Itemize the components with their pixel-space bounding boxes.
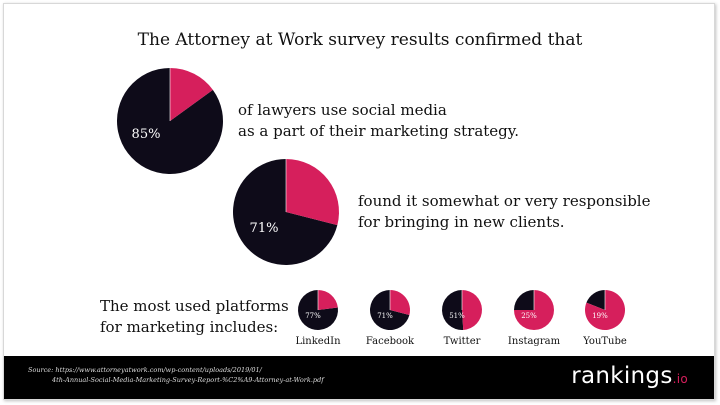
pie-71: 71%	[232, 159, 339, 265]
rankings-logo: rankings.io	[571, 363, 688, 389]
source-citation: Source: https://www.attorneyatwork.com/w…	[28, 365, 488, 385]
pie-twitter-percent-label: 51%	[449, 312, 465, 320]
pie-youtube-main-slice	[586, 290, 605, 310]
pie-facebook-name-label: Facebook	[366, 336, 415, 347]
platforms-heading-line2: for marketing includes:	[100, 318, 279, 336]
pie-youtube-name-label: YouTube	[582, 336, 627, 347]
pie-instagram-main-slice	[514, 290, 534, 310]
stat-71-line2: for bringing in new clients.	[358, 213, 565, 231]
platforms-heading-line1: The most used platforms	[100, 297, 289, 315]
pie-85-accent-slice	[170, 68, 213, 121]
slide-title: The Attorney at Work survey results conf…	[137, 30, 583, 50]
stat-85-text: of lawyers use social media as a part of…	[238, 100, 519, 142]
pie-twitter-main-slice	[442, 290, 464, 331]
stat-71-line1: found it somewhat or very responsible	[358, 192, 651, 210]
pie-charts: 85% 71% 77% LinkedIn 71% Facebook 51% Twitter 2…	[116, 68, 627, 347]
platforms-heading: The most used platforms for marketing in…	[100, 296, 289, 338]
logo-suffix: .io	[672, 372, 688, 386]
pie-instagram: 25%	[514, 290, 554, 330]
pie-linkedin-accent-slice	[318, 290, 338, 310]
pie-youtube-percent-label: 19%	[592, 312, 608, 320]
pie-instagram-name-label: Instagram	[508, 336, 561, 347]
pie-instagram-percent-label: 25%	[521, 312, 537, 320]
pie-twitter-name-label: Twitter	[444, 336, 481, 347]
source-line-1: Source: https://www.attorneyatwork.com/w…	[28, 366, 262, 374]
stat-85-line1: of lawyers use social media	[238, 101, 447, 119]
pie-71-main-slice	[232, 159, 338, 265]
stat-85-line2: as a part of their marketing strategy.	[238, 122, 520, 140]
pie-twitter-accent-slice	[462, 290, 482, 330]
pie-linkedin-percent-label: 77%	[305, 312, 321, 320]
pie-71-percent-label: 71%	[250, 221, 279, 236]
pie-facebook-percent-label: 71%	[377, 312, 393, 320]
pie-twitter: 51%	[442, 290, 482, 331]
footer-bar: Source: https://www.attorneyatwork.com/w…	[4, 356, 714, 399]
pie-facebook-accent-slice	[390, 290, 410, 315]
source-line-2: 4th-Annual-Social-Media-Marketing-Survey…	[52, 376, 324, 384]
pie-71-accent-slice	[286, 159, 339, 226]
stat-71-text: found it somewhat or very responsible fo…	[358, 191, 650, 233]
pie-youtube: 19%	[585, 290, 625, 331]
pie-facebook-main-slice	[369, 290, 410, 330]
pie-85-percent-label: 85%	[132, 127, 161, 142]
pie-85: 85%	[116, 68, 223, 175]
pie-facebook: 71%	[369, 290, 410, 330]
logo-main: rankings	[571, 363, 673, 389]
slide: The Attorney at Work survey results conf…	[3, 3, 715, 400]
pie-85-main-slice	[116, 68, 223, 175]
pie-linkedin: 77%	[297, 290, 338, 330]
pie-linkedin-name-label: LinkedIn	[295, 336, 341, 347]
